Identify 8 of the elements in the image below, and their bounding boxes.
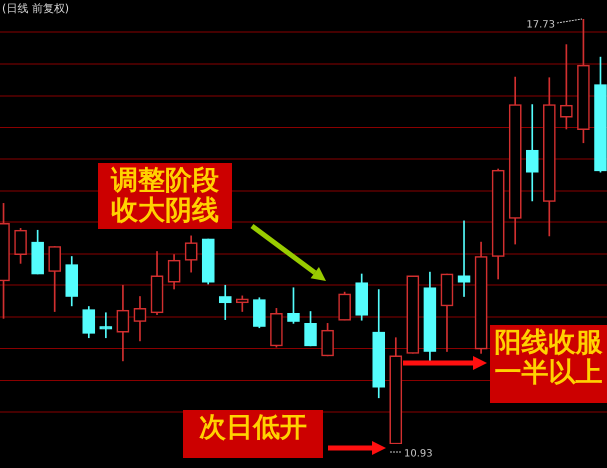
annotation: 次日低开 bbox=[183, 410, 323, 458]
annotation: 阳线收服一半以上 bbox=[490, 325, 607, 403]
text: 10.93 bbox=[404, 448, 433, 460]
annotation: 调整阶段收大阴线 bbox=[98, 163, 232, 229]
candlestick bbox=[287, 287, 300, 324]
annotation: 17.73 bbox=[526, 20, 555, 31]
candlestick bbox=[458, 220, 470, 297]
chart-title: (日线 前复权) bbox=[2, 1, 70, 16]
